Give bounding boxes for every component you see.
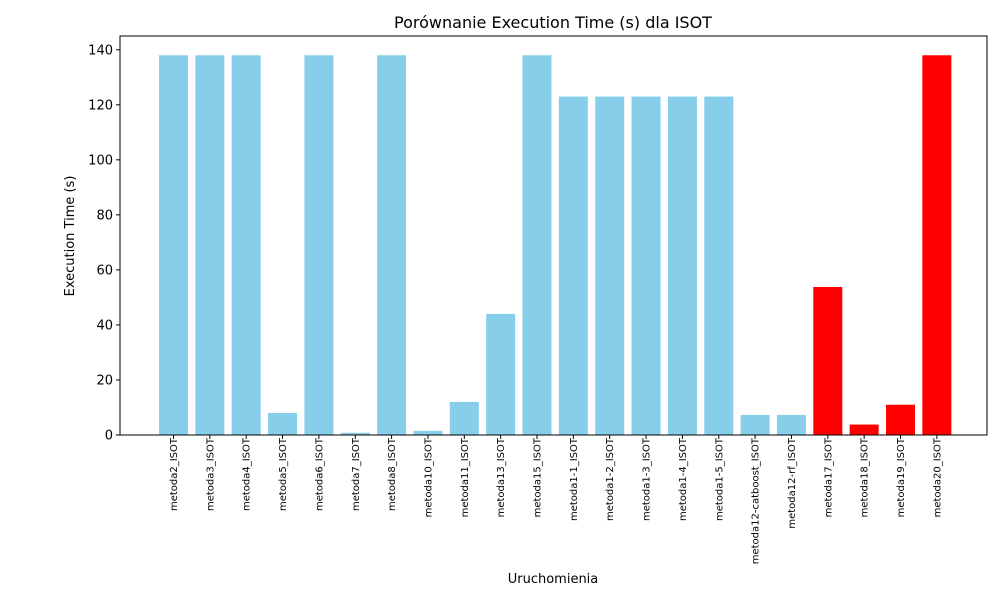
chart-title: Porównanie Execution Time (s) dla ISOT	[394, 13, 712, 32]
bar	[304, 55, 334, 435]
x-tick-label: metoda2_ISOT	[169, 437, 180, 511]
x-tick-label: metoda10_ISOT	[423, 437, 434, 517]
x-tick-label: metoda1-3_ISOT	[642, 437, 653, 521]
x-tick-label: metoda3_ISOT	[205, 437, 216, 511]
bar	[595, 96, 625, 435]
y-tick-label: 20	[96, 373, 113, 388]
x-tick-label: metoda1-4_ISOT	[678, 437, 689, 521]
x-axis-label: Uruchomienia	[508, 572, 599, 587]
x-tick-label: metoda7_ISOT	[351, 437, 362, 511]
bar	[886, 404, 915, 435]
y-tick-label: 80	[96, 208, 113, 223]
x-axis: metoda2_ISOT metoda3_ISOT metoda4_ISOT meto…	[169, 435, 943, 564]
x-tick-label: metoda17_ISOT	[823, 437, 834, 517]
bar	[195, 55, 225, 435]
bar	[268, 412, 298, 435]
x-tick-label: metoda6_ISOT	[314, 437, 325, 511]
x-tick-label: metoda1-1_ISOT	[569, 437, 580, 521]
x-tick-label: metoda15_ISOT	[533, 437, 544, 517]
y-tick-label: 100	[88, 153, 113, 168]
bar	[813, 286, 843, 435]
bar	[159, 55, 188, 435]
x-tick-label: metoda5_ISOT	[278, 437, 289, 511]
y-axis: 0 20 40 60 80 100 120 140	[88, 43, 120, 444]
x-tick-label: metoda19_ISOT	[896, 437, 907, 517]
x-tick-label: metoda20_ISOT	[932, 437, 943, 517]
x-tick-label: metoda8_ISOT	[387, 437, 398, 511]
bar	[776, 414, 806, 435]
bar	[340, 432, 370, 435]
x-tick-label: metoda4_ISOT	[242, 437, 253, 511]
y-tick-label: 120	[88, 98, 113, 113]
x-tick-label: metoda1-5_ISOT	[714, 437, 725, 521]
bar	[413, 430, 443, 435]
bar	[849, 424, 879, 435]
bar	[631, 96, 661, 435]
bar	[377, 55, 407, 435]
x-tick-label: metoda1-2_ISOT	[605, 437, 616, 521]
bar	[704, 96, 734, 435]
bar	[922, 55, 952, 435]
bar	[449, 401, 479, 435]
bar	[667, 96, 697, 435]
plot-frame	[119, 35, 988, 436]
y-tick-label: 140	[88, 43, 113, 58]
x-tick-label: metoda12-catboost_ISOT	[751, 437, 762, 564]
bar	[740, 414, 770, 435]
bar	[522, 55, 552, 435]
y-tick-label: 60	[96, 263, 113, 278]
y-axis-label: Execution Time (s)	[63, 176, 78, 297]
x-tick-label: metoda12-rf_ISOT	[787, 437, 798, 529]
y-tick-label: 40	[96, 318, 113, 333]
x-tick-label: metoda18_ISOT	[860, 437, 871, 517]
bar	[558, 96, 588, 435]
bar	[486, 313, 516, 435]
x-tick-label: metoda11_ISOT	[460, 437, 471, 517]
bars	[159, 55, 952, 435]
y-tick-label: 0	[105, 429, 113, 444]
x-tick-label: metoda13_ISOT	[496, 437, 507, 517]
bar	[231, 55, 261, 435]
